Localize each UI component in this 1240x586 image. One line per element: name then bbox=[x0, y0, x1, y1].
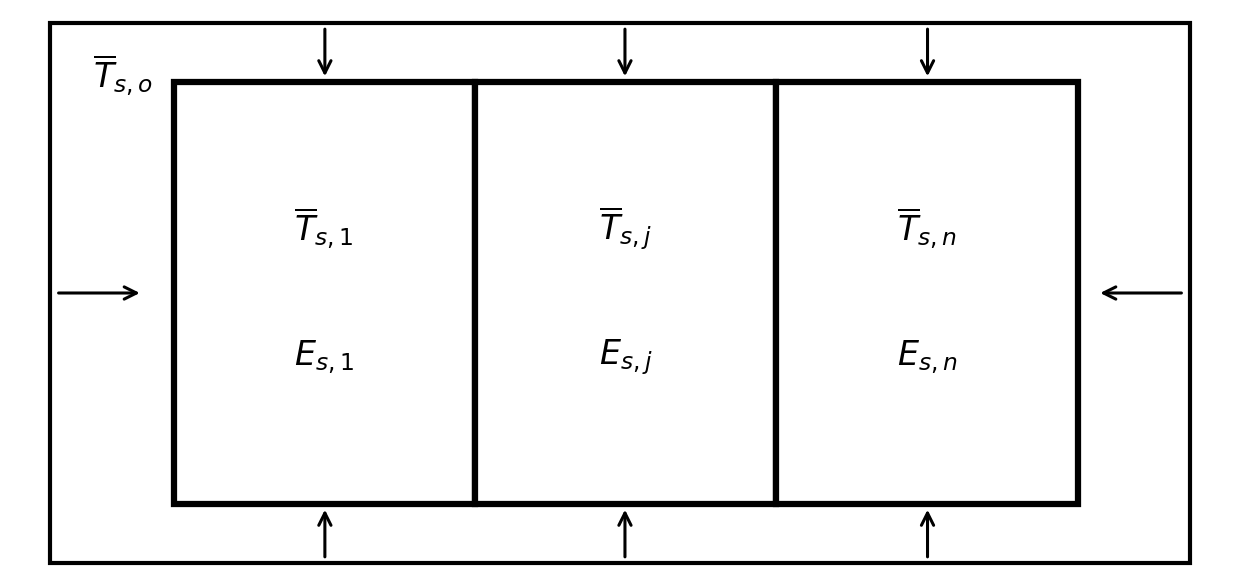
Bar bbox=[776, 82, 1078, 504]
Text: $E_{s,n}$: $E_{s,n}$ bbox=[897, 339, 957, 376]
Text: $\overline{T}_{s,n}$: $\overline{T}_{s,n}$ bbox=[897, 206, 957, 251]
Bar bbox=[475, 82, 776, 504]
Text: $E_{s,j}$: $E_{s,j}$ bbox=[599, 338, 652, 377]
Text: $\overline{T}_{s,1}$: $\overline{T}_{s,1}$ bbox=[294, 206, 355, 251]
Bar bbox=[174, 82, 475, 504]
Text: $\overline{T}_{s,j}$: $\overline{T}_{s,j}$ bbox=[599, 205, 652, 253]
Text: $E_{s,1}$: $E_{s,1}$ bbox=[294, 339, 355, 376]
Text: $\overline{T}_{s,o}$: $\overline{T}_{s,o}$ bbox=[93, 53, 153, 99]
